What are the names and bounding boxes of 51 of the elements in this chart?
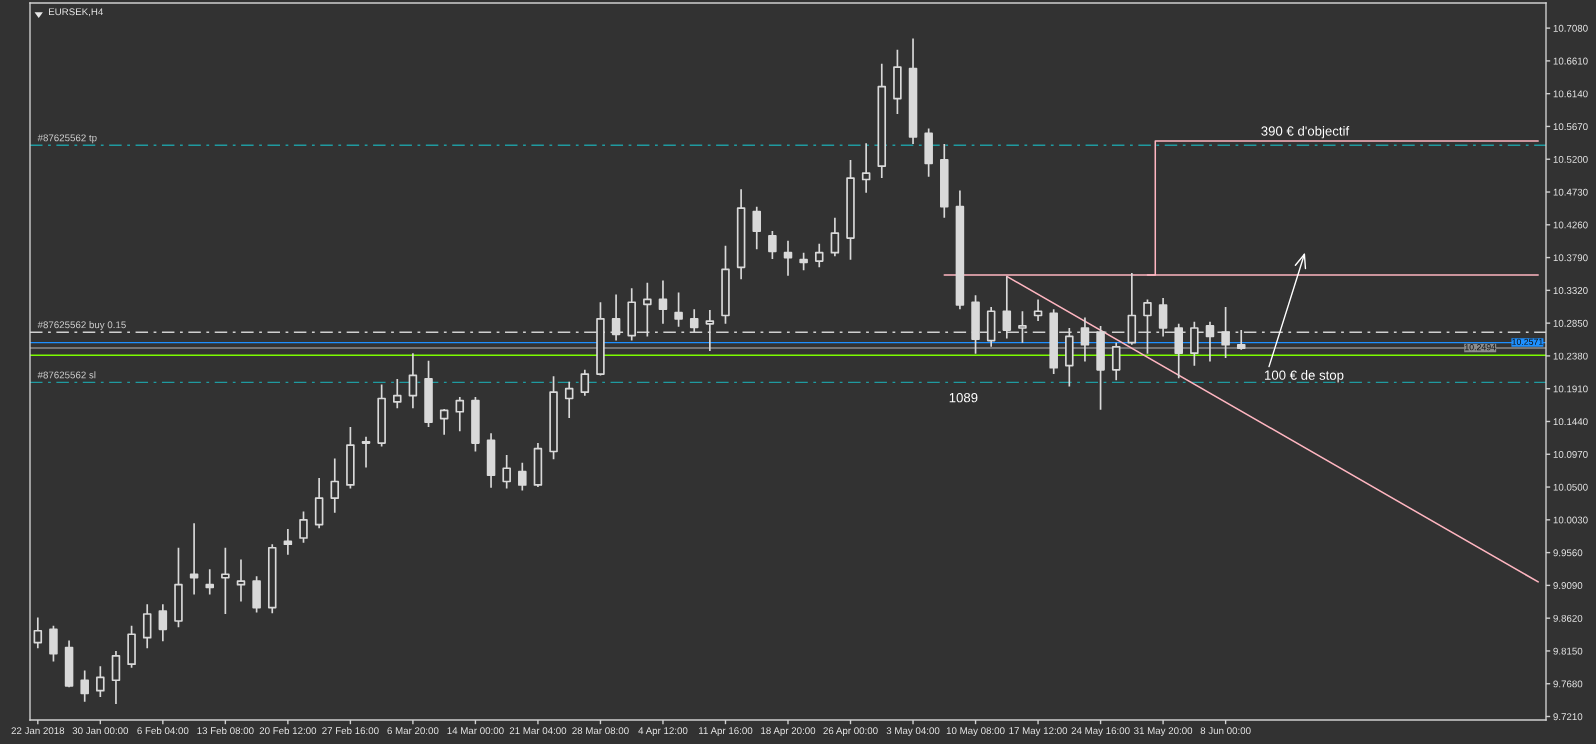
x-tick-label: 17 May 12:00: [1009, 727, 1068, 737]
annotation: 390 € d'objectif: [1261, 126, 1350, 139]
x-tick-label: 20 Feb 12:00: [259, 726, 317, 735]
y-tick-label: 10.3320: [1553, 287, 1588, 294]
x-tick-label: 31 May 20:00: [1134, 727, 1193, 737]
y-tick-label: 9.7210: [1553, 713, 1583, 721]
x-tick-label: 6 Mar 20:00: [387, 727, 439, 735]
x-tick-label: 13 Feb 08:00: [197, 726, 254, 735]
y-tick-label: 10.0970: [1553, 451, 1588, 458]
y-tick-label: 10.7080: [1553, 24, 1588, 32]
y-tick-label: 10.1910: [1553, 385, 1588, 393]
x-tick-label: 14 Mar 00:00: [447, 727, 504, 735]
x-tick-label: 21 Mar 04:00: [509, 727, 567, 735]
y-tick-label: 9.8150: [1553, 647, 1583, 655]
ref-line-label: #87625562 buy 0.15: [37, 321, 126, 331]
y-tick-label: 10.4730: [1553, 188, 1588, 196]
x-tick-label: 27 Feb 16:00: [322, 726, 379, 735]
x-tick-label: 24 May 16:00: [1071, 727, 1130, 737]
x-tick-label: 28 Mar 08:00: [572, 727, 629, 735]
y-tick-label: 10.3790: [1553, 254, 1588, 262]
y-tick-label: 10.1440: [1553, 418, 1588, 426]
x-tick-label: 8 Jun 00:00: [1200, 727, 1251, 735]
x-tick-label: 6 Feb 04:00: [137, 726, 189, 735]
y-tick-label: 10.5670: [1553, 123, 1588, 131]
y-tick-label: 10.6140: [1553, 90, 1588, 98]
y-tick-label: 9.8620: [1553, 614, 1583, 622]
y-tick-label: 10.2850: [1553, 319, 1588, 327]
x-tick-label: 11 Apr 16:00: [699, 727, 753, 737]
y-tick-label: 9.7680: [1553, 680, 1583, 688]
ref-line-label: 10.2571: [1512, 338, 1543, 345]
y-tick-label: 9.9560: [1553, 549, 1583, 557]
y-tick-label: 10.4260: [1553, 221, 1588, 229]
annotation: 100 € de stop: [1265, 370, 1344, 383]
y-tick-label: 10.0030: [1553, 516, 1588, 524]
x-tick-label: 30 Jan 00:00: [72, 727, 129, 735]
chart-title: EURSEK,H4: [48, 8, 104, 17]
x-tick-label: 3 May 04:00: [886, 727, 940, 737]
x-tick-label: 18 Apr 20:00: [761, 727, 816, 737]
y-tick-label: 10.6610: [1553, 57, 1588, 65]
ref-line-label: 10.2494: [1465, 344, 1496, 351]
x-tick-label: 10 May 08:00: [946, 727, 1005, 737]
y-tick-label: 10.0500: [1553, 483, 1588, 491]
y-tick-label: 10.5200: [1553, 155, 1588, 163]
x-tick-label: 26 Apr 00:00: [823, 727, 878, 737]
y-tick-label: 10.2380: [1553, 352, 1588, 360]
ref-line-label: #87625562 sl: [37, 371, 96, 379]
y-tick-label: 9.9090: [1553, 582, 1583, 590]
ref-line-label: #87625562 tp: [37, 134, 97, 144]
x-tick-label: 22 Jan 2018: [11, 727, 65, 735]
annotation: 1089: [949, 392, 978, 403]
x-tick-label: 4 Apr 12:00: [638, 727, 688, 737]
